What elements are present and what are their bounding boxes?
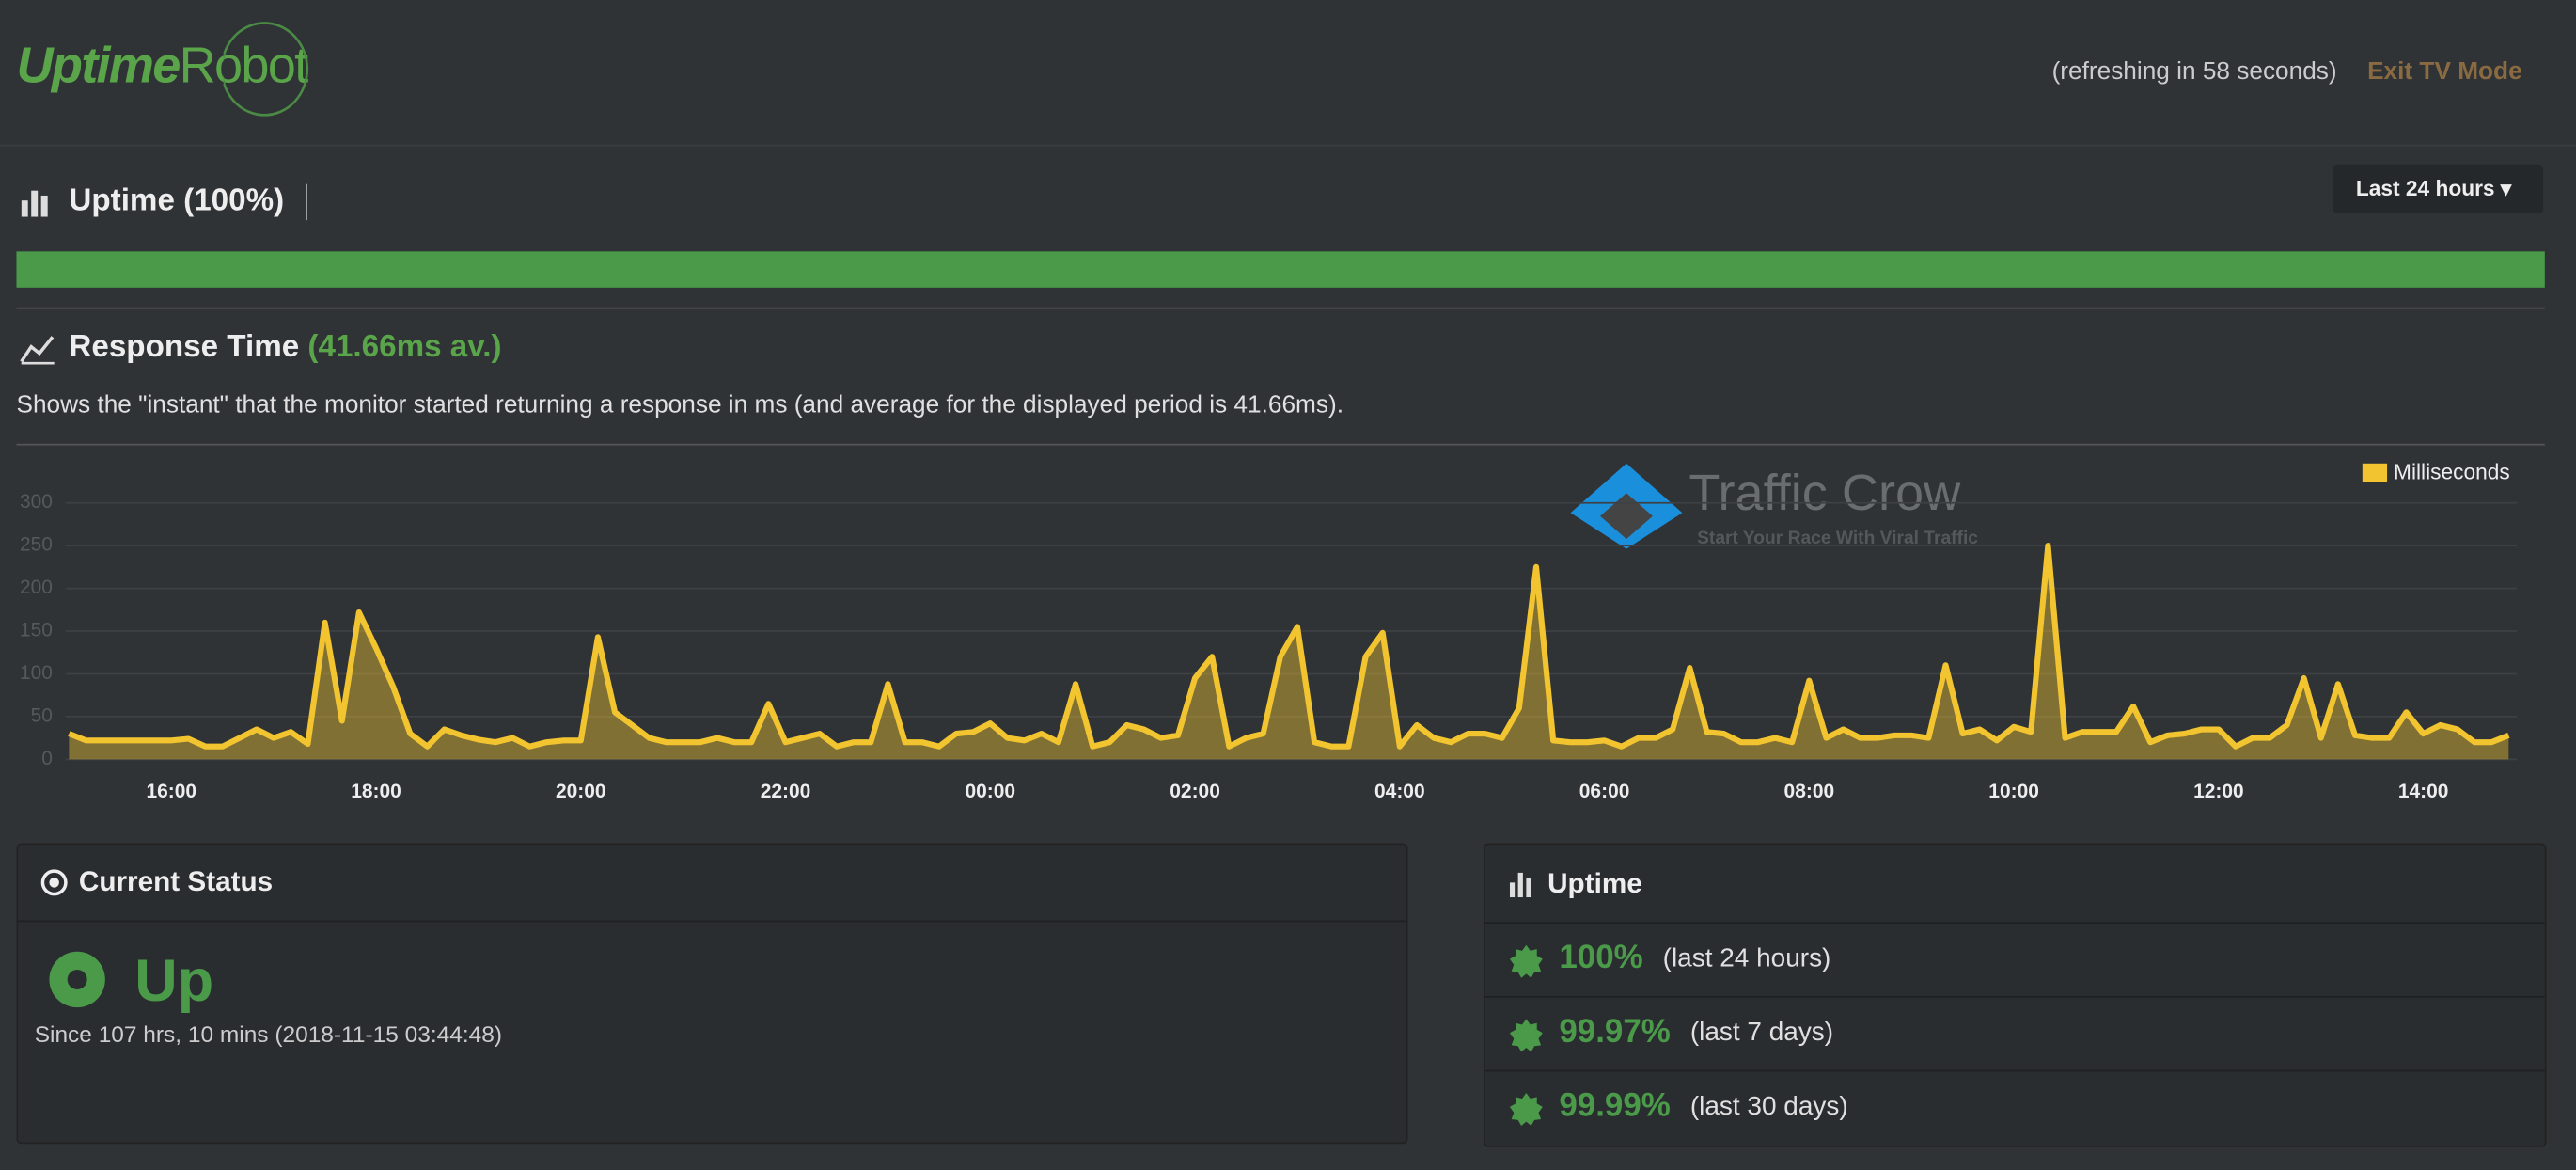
logo-b: Robot [179,36,309,94]
up-icon [49,951,105,1008]
x-tick-label: 10:00 [1988,781,2039,802]
uptime-title: Uptime (100%) [69,183,285,219]
uptime-row: 100% (last 24 hours) [1484,922,2545,997]
refresh-note: (refreshing in 58 seconds) [2051,57,2337,86]
uptime-row: 99.99% (last 30 days) [1484,1069,2545,1146]
line [68,543,2510,750]
x-tick-label: 00:00 [966,781,1016,802]
y-tick-label: 100 [20,662,53,684]
uptime-period: (last 30 days) [1689,1093,1848,1121]
response-average: (41.66ms av.) [307,330,502,365]
badge-icon [1509,944,1543,978]
y-tick-label: 200 [20,577,53,598]
current-status-title: Current Status [78,865,274,898]
x-tick-label: 16:00 [146,781,196,802]
separator [306,183,307,221]
x-tick-label: 18:00 [351,781,401,802]
legend-label: Milliseconds [2394,459,2510,483]
logo: UptimeRobot [16,36,309,95]
period-dropdown[interactable]: Last 24 hours ▾ [2333,164,2544,214]
row-divider [18,920,1406,923]
response-chart: Traffic Crow Start Your Race With Viral … [20,459,2518,802]
bar-icon [1509,872,1531,898]
y-tick-label: 250 [20,534,53,556]
divider [16,443,2545,446]
badge-icon [1509,1019,1543,1052]
y-tick-label: 0 [41,748,53,769]
x-tick-label: 08:00 [1784,781,1835,802]
x-tick-label: 04:00 [1374,781,1425,802]
uptime-panel: Uptime 100% (last 24 hours) 99.97% (last 7 … [1483,843,2547,1147]
watermark: Traffic Crow Start Your Race With Viral … [1570,463,1978,549]
x-tick-label: 20:00 [556,781,606,802]
status-icon [40,869,68,896]
area [69,545,2509,760]
status-state: Up [134,946,214,1015]
divider [16,307,2545,309]
y-tick-label: 50 [31,704,53,726]
uptime-value: 99.97% [1559,1014,1671,1051]
legend-swatch [2362,463,2388,482]
uptime-row: 99.97% (last 7 days) [1484,995,2545,1071]
logo-ring [223,22,309,117]
line-icon [20,336,55,365]
response-description: Shows the "instant" that the monitor sta… [16,390,1344,419]
watermark-tagline: Start Your Race With Viral Traffic [1697,529,1978,548]
uptime-track [16,251,2545,288]
period-label[interactable]: Last 24 hours [2355,175,2495,201]
response-title: Response Time (41.66ms av.) [69,330,501,366]
bar-icon [21,190,48,217]
current-status-panel: Current Status Up Since 107 hrs, 10 mins… [16,843,1408,1145]
uptime-value: 99.99% [1559,1087,1671,1125]
watermark-name: Traffic Crow [1689,465,1961,521]
header-divider [0,144,2576,147]
uptime-value: 100% [1559,940,1643,976]
x-tick-label: 14:00 [2398,781,2449,802]
response-title-text: Response Time [69,330,300,365]
status-since: Since 107 hrs, 10 mins (2018-11-15 03:44… [34,1020,503,1048]
logo-a: Uptime [16,36,181,94]
x-tick-label: 12:00 [2193,781,2244,802]
uptime-bar [16,251,2545,288]
y-tick-label: 300 [20,491,53,513]
x-tick-label: 02:00 [1170,781,1220,802]
y-tick-label: 150 [20,620,53,641]
uptime-period: (last 7 days) [1689,1019,1834,1048]
uptime-period: (last 24 hours) [1662,944,1831,973]
badge-icon [1509,1093,1543,1127]
uptime-panel-title: Uptime [1547,867,1642,899]
exit-tv-mode[interactable]: Exit TV Mode [2367,57,2522,86]
x-tick-label: 22:00 [761,781,811,802]
x-tick-label: 06:00 [1579,781,1630,802]
